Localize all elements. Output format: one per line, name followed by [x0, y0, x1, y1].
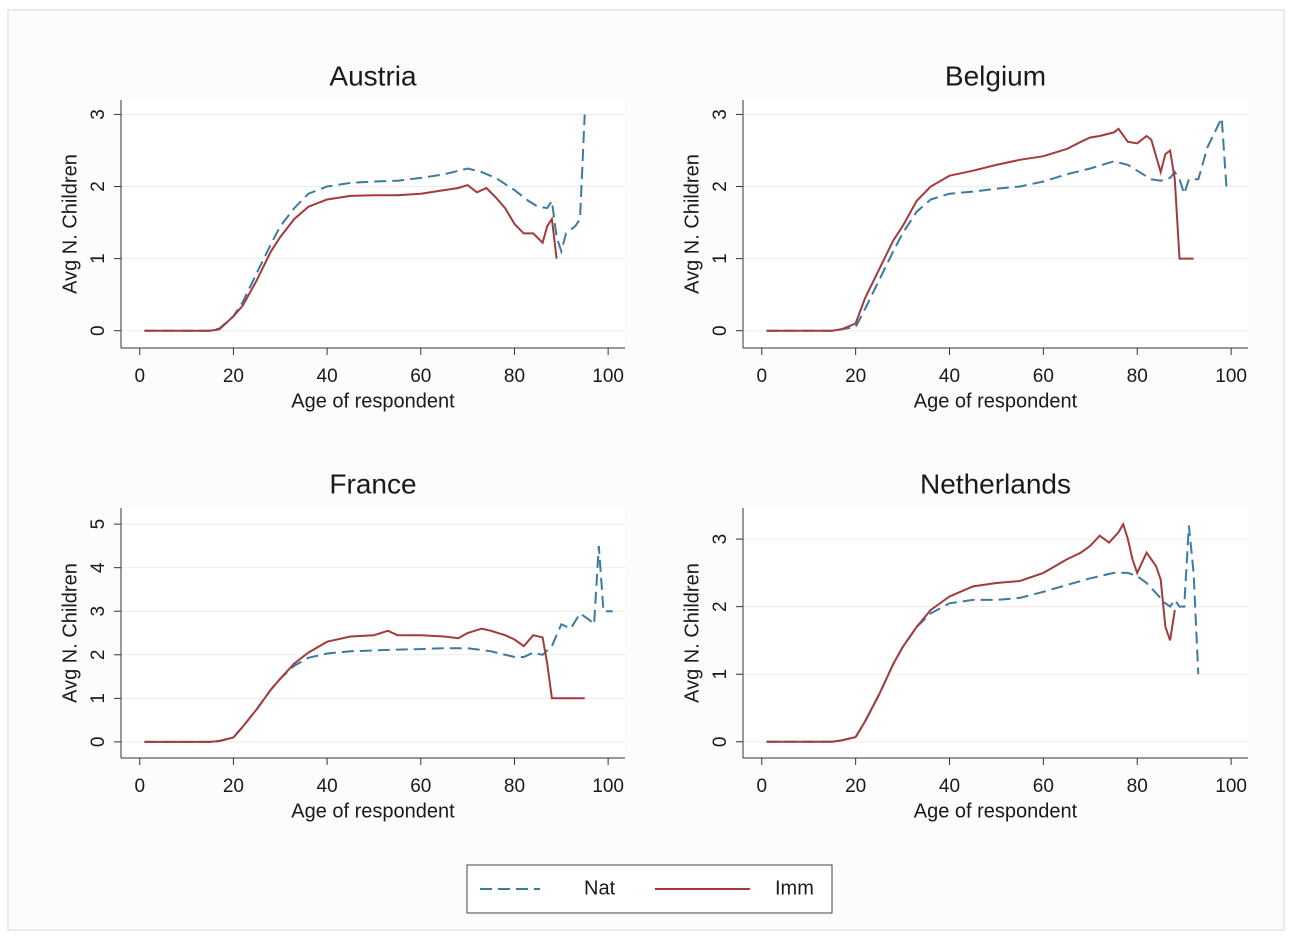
y-tick-label: 0	[710, 325, 731, 336]
y-tick-label: 2	[88, 181, 109, 192]
legend-label: Imm	[775, 877, 814, 899]
y-axis-label: Avg N. Children	[681, 563, 703, 703]
series-line	[144, 183, 558, 332]
x-axis-label: Age of respondent	[291, 390, 455, 412]
y-tick-label: 3	[88, 606, 109, 617]
panel-title: France	[329, 468, 416, 499]
x-tick-label: 40	[939, 366, 960, 387]
series-line	[766, 127, 1194, 332]
x-tick-label: 20	[223, 776, 244, 797]
x-tick-label: 100	[592, 366, 624, 387]
x-tick-label: 0	[134, 776, 145, 797]
plot-area	[121, 100, 625, 348]
x-tick-label: 0	[756, 366, 767, 387]
x-tick-label: 0	[134, 366, 145, 387]
plot-area	[743, 508, 1248, 758]
x-tick-label: 60	[410, 776, 431, 797]
x-axis-label: Age of respondent	[914, 390, 1078, 412]
series-line	[766, 114, 1228, 332]
y-tick-label: 3	[88, 109, 109, 120]
y-tick-label: 2	[88, 649, 109, 660]
legend-label: Nat	[584, 877, 616, 899]
x-tick-label: 60	[1033, 776, 1054, 797]
x-tick-label: 80	[504, 366, 525, 387]
y-tick-label: 3	[710, 109, 731, 120]
y-tick-label: 3	[710, 534, 731, 545]
y-tick-label: 0	[710, 736, 731, 747]
panel-title: Netherlands	[920, 468, 1071, 499]
x-tick-label: 80	[1127, 776, 1148, 797]
x-tick-label: 20	[845, 776, 866, 797]
y-tick-label: 1	[710, 669, 731, 680]
x-tick-label: 80	[504, 776, 525, 797]
x-tick-label: 20	[845, 366, 866, 387]
x-tick-label: 0	[756, 776, 767, 797]
series-line	[144, 627, 585, 743]
y-tick-label: 1	[88, 253, 109, 264]
x-tick-label: 100	[1215, 366, 1247, 387]
x-tick-label: 60	[410, 366, 431, 387]
x-tick-label: 40	[317, 366, 338, 387]
y-tick-label: 0	[88, 737, 109, 748]
y-tick-label: 5	[88, 519, 109, 530]
y-tick-label: 2	[710, 601, 731, 612]
x-tick-label: 100	[1215, 776, 1247, 797]
y-tick-label: 4	[88, 562, 109, 573]
x-tick-label: 80	[1127, 366, 1148, 387]
x-tick-label: 20	[223, 366, 244, 387]
y-tick-label: 1	[710, 253, 731, 264]
panel-title: Austria	[329, 60, 417, 91]
panel-title: Belgium	[945, 60, 1046, 91]
y-axis-label: Avg N. Children	[681, 154, 703, 294]
series-line	[766, 521, 1176, 743]
y-tick-label: 2	[710, 181, 731, 192]
x-axis-label: Age of respondent	[291, 800, 455, 822]
plot-area	[121, 508, 625, 758]
x-tick-label: 40	[939, 776, 960, 797]
y-axis-label: Avg N. Children	[59, 563, 81, 703]
y-tick-label: 1	[88, 693, 109, 704]
plot-area	[743, 100, 1248, 348]
x-tick-label: 100	[592, 776, 624, 797]
y-tick-label: 0	[88, 325, 109, 336]
x-tick-label: 60	[1033, 366, 1054, 387]
x-axis-label: Age of respondent	[914, 800, 1078, 822]
y-axis-label: Avg N. Children	[59, 154, 81, 294]
x-tick-label: 40	[317, 776, 338, 797]
